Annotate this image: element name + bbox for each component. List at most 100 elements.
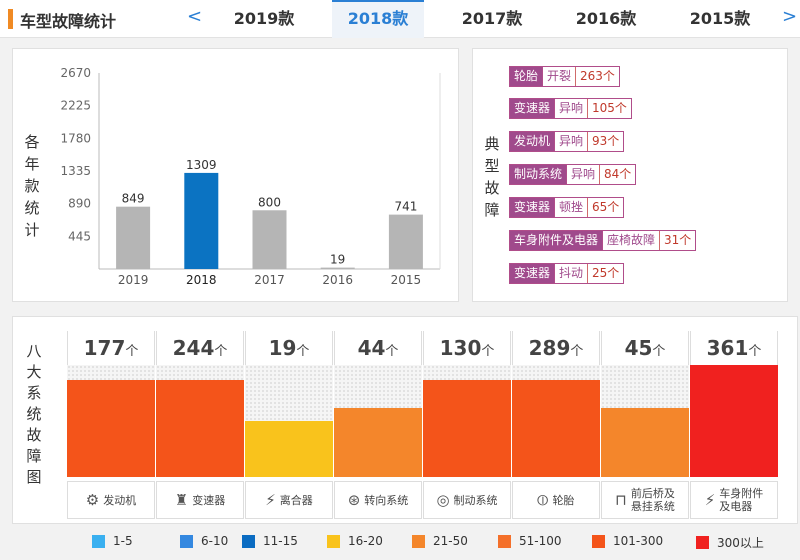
- system-column[interactable]: 44个 ⊛ 转向系统: [334, 331, 422, 519]
- y-tick-label: 445: [68, 229, 91, 243]
- fault-type: 异响: [554, 99, 588, 118]
- fault-part: 制动系统: [510, 165, 567, 184]
- fault-type: 异响: [554, 132, 588, 151]
- bar-value-label: 1309: [186, 158, 217, 172]
- system-bar-fill: [512, 380, 600, 477]
- prev-arrow-icon[interactable]: <: [187, 6, 203, 27]
- legend-swatch: [242, 534, 255, 548]
- legend-label: 101-300: [613, 534, 664, 548]
- legend-label: 6-10: [201, 534, 229, 548]
- clutch-icon: ⚡: [265, 491, 276, 509]
- system-count: 45个: [601, 331, 689, 365]
- title-accent-bar: [8, 9, 13, 29]
- system-label[interactable]: ⊛ 转向系统: [334, 481, 422, 519]
- typical-faults-title: 典 型 故 障: [483, 133, 501, 221]
- system-bar-fill: [690, 365, 778, 477]
- system-column[interactable]: 244个 ♜ 变速器: [156, 331, 244, 519]
- fault-type: 座椅故障: [602, 231, 660, 250]
- fault-tag[interactable]: 变速器 异响 105个: [509, 98, 632, 119]
- next-arrow-icon[interactable]: >: [782, 6, 798, 27]
- legend-item: 16-20: [327, 534, 383, 548]
- system-label-text: 车身附件 及电器: [719, 487, 764, 513]
- bar: [184, 172, 219, 269]
- fault-tag[interactable]: 车身附件及电器 座椅故障 31个: [509, 230, 697, 251]
- systems-title-char: 故: [26, 426, 42, 444]
- legend-item: 300以上: [696, 534, 764, 551]
- yearly-title-char: 各: [24, 133, 40, 151]
- system-count: 19个: [245, 331, 333, 365]
- legend-swatch: [92, 534, 105, 548]
- yearly-title-char: 计: [24, 221, 40, 239]
- tab-2019[interactable]: 2019款: [233, 9, 295, 28]
- legend-swatch: [592, 534, 605, 548]
- eight-systems-panel: 八 大 系 统 故 障 图 177个 ⚙ 发动机 244个 ♜ 变速器 19个 ⚡ 离合器 44个…: [12, 316, 798, 524]
- system-label[interactable]: ⦶ 轮胎: [512, 481, 600, 519]
- system-label[interactable]: ⚙ 发动机: [67, 481, 155, 519]
- legend-label: 1-5: [113, 534, 133, 548]
- tab-2016[interactable]: 2016款: [575, 9, 637, 28]
- system-label[interactable]: ♜ 变速器: [156, 481, 244, 519]
- system-column[interactable]: 361个 ⚡ 车身附件 及电器: [690, 331, 778, 519]
- system-count: 361个: [690, 331, 778, 365]
- system-label[interactable]: ⚡ 车身附件 及电器: [690, 481, 778, 519]
- bar: [320, 267, 355, 269]
- system-column[interactable]: 130个 ◎ 制动系统: [423, 331, 511, 519]
- system-count-unit: 个: [481, 344, 495, 359]
- fault-tag[interactable]: 轮胎 开裂 263个: [509, 66, 620, 87]
- systems-title-char: 八: [26, 342, 42, 360]
- system-count: 44个: [334, 331, 422, 365]
- system-column[interactable]: 19个 ⚡ 离合器: [245, 331, 333, 519]
- system-label[interactable]: ⊓ 前后桥及 悬挂系统: [601, 481, 689, 519]
- fault-tag[interactable]: 发动机 异响 93个: [509, 131, 625, 152]
- tab-2017[interactable]: 2017款: [461, 9, 523, 28]
- system-bar-fill: [423, 380, 511, 477]
- bar-value-label: 800: [258, 195, 281, 209]
- x-tick-label: 2017: [254, 273, 285, 287]
- typical-faults-panel: 典 型 故 障 轮胎 开裂 263个 变速器 异响 105个 发动机 异响 93…: [472, 48, 788, 302]
- fault-tag[interactable]: 变速器 抖动 25个: [509, 263, 625, 284]
- system-column[interactable]: 289个 ⦶ 轮胎: [512, 331, 600, 519]
- fault-part: 车身附件及电器: [510, 231, 603, 250]
- fault-part: 变速器: [510, 264, 555, 283]
- legend-item: 101-300: [592, 534, 663, 548]
- system-label-text: 制动系统: [453, 493, 498, 507]
- legend-swatch: [696, 536, 709, 549]
- fault-part: 轮胎: [510, 67, 543, 86]
- system-label[interactable]: ◎ 制动系统: [423, 481, 511, 519]
- system-column[interactable]: 177个 ⚙ 发动机: [67, 331, 155, 519]
- tab-2015[interactable]: 2015款: [689, 9, 751, 28]
- fault-count: 65个: [587, 198, 624, 217]
- system-label[interactable]: ⚡ 离合器: [245, 481, 333, 519]
- systems-title-char: 系: [26, 384, 42, 402]
- system-bar-fill: [156, 380, 244, 477]
- tab-2018[interactable]: 2018款: [332, 0, 424, 38]
- system-count-value: 244: [172, 336, 215, 360]
- fault-tag[interactable]: 变速器 顿挫 65个: [509, 197, 625, 218]
- systems-title: 八 大 系 统 故 障 图: [25, 341, 43, 488]
- y-tick-label: 1335: [60, 164, 91, 178]
- fault-count: 25个: [587, 264, 624, 283]
- system-count-value: 130: [439, 336, 482, 360]
- systems-title-char: 大: [26, 363, 42, 381]
- x-tick-label: 2016: [322, 273, 353, 287]
- bar: [388, 214, 423, 269]
- fault-type: 异响: [566, 165, 600, 184]
- system-label-text: 变速器: [192, 493, 226, 507]
- fault-count: 93个: [587, 132, 624, 151]
- system-count-value: 361: [706, 336, 749, 360]
- system-label-text: 轮胎: [552, 493, 575, 507]
- system-label-text: 前后桥及 悬挂系统: [630, 487, 675, 513]
- system-count-unit: 个: [296, 344, 310, 359]
- steering-wheel-icon: ⊛: [347, 491, 361, 509]
- yearly-stats-title: 各 年 款 统 计: [23, 131, 41, 241]
- system-column[interactable]: 45个 ⊓ 前后桥及 悬挂系统: [601, 331, 689, 519]
- legend-item: 51-100: [498, 534, 562, 548]
- fault-count: 84个: [599, 165, 636, 184]
- legend-item: 11-15: [242, 534, 298, 548]
- system-count-unit: 个: [214, 344, 228, 359]
- fault-tag[interactable]: 制动系统 异响 84个: [509, 164, 637, 185]
- system-label-text: 离合器: [279, 493, 313, 507]
- bar-value-label: 741: [394, 200, 417, 214]
- engine-icon: ⚙: [85, 491, 100, 509]
- legend-label: 16-20: [348, 534, 383, 548]
